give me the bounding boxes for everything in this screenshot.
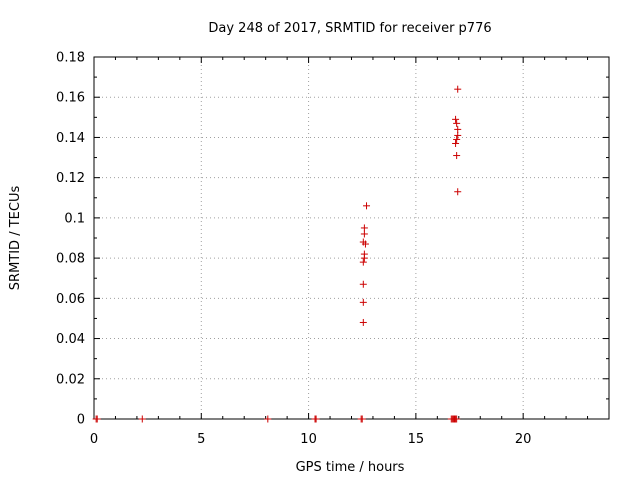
- y-tick-label: 0.18: [56, 51, 85, 66]
- grid-lines: [94, 57, 609, 419]
- plot-frame: [93, 56, 610, 420]
- data-point: [359, 258, 367, 266]
- x-tick-label: 5: [197, 432, 205, 447]
- data-point: [359, 298, 367, 306]
- data-point: [363, 202, 371, 210]
- data-point: [453, 135, 461, 143]
- data-point: [454, 131, 462, 139]
- data-point: [264, 415, 272, 423]
- data-point: [359, 318, 367, 326]
- data-point: [312, 415, 320, 423]
- data-point: [138, 415, 146, 423]
- data-point: [360, 224, 368, 232]
- data-point: [358, 415, 366, 423]
- data-point: [454, 188, 462, 196]
- data-points: [92, 85, 462, 423]
- chart-title: Day 248 of 2017, SRMTID for receiver p77…: [208, 21, 491, 36]
- y-tick-label: 0.14: [56, 131, 85, 146]
- data-point: [454, 125, 462, 133]
- y-tick-label: 0.08: [56, 252, 85, 267]
- y-tick-label: 0.16: [56, 91, 85, 106]
- data-point: [452, 139, 460, 147]
- data-point: [93, 415, 101, 423]
- data-point: [359, 280, 367, 288]
- data-point: [452, 115, 460, 123]
- y-tick-label: 0.04: [56, 332, 85, 347]
- y-tick-label: 0.02: [56, 372, 85, 387]
- axis-ticks: [93, 56, 609, 420]
- y-tick-label: 0.06: [56, 292, 85, 307]
- x-tick-label: 20: [515, 432, 532, 447]
- data-point: [360, 230, 368, 238]
- data-point: [453, 152, 461, 160]
- y-tick-label: 0.1: [64, 211, 85, 226]
- x-tick-label: 15: [408, 432, 425, 447]
- data-point: [360, 250, 368, 258]
- data-point: [361, 240, 369, 248]
- data-point: [454, 85, 462, 93]
- y-axis-label: SRMTID / TECUs: [8, 186, 23, 291]
- data-point: [453, 415, 461, 423]
- tick-labels: 0 0.02 0.04 0.06 0.08 0.1 0.12 0.14 0.16 0.18 0 5 10…: [56, 51, 531, 448]
- data-point: [453, 119, 461, 127]
- x-tick-label: 10: [300, 432, 317, 447]
- y-tick-label: 0.12: [56, 171, 85, 186]
- y-tick-label: 0: [77, 413, 85, 428]
- x-axis-label: GPS time / hours: [296, 460, 405, 475]
- x-tick-label: 0: [90, 432, 98, 447]
